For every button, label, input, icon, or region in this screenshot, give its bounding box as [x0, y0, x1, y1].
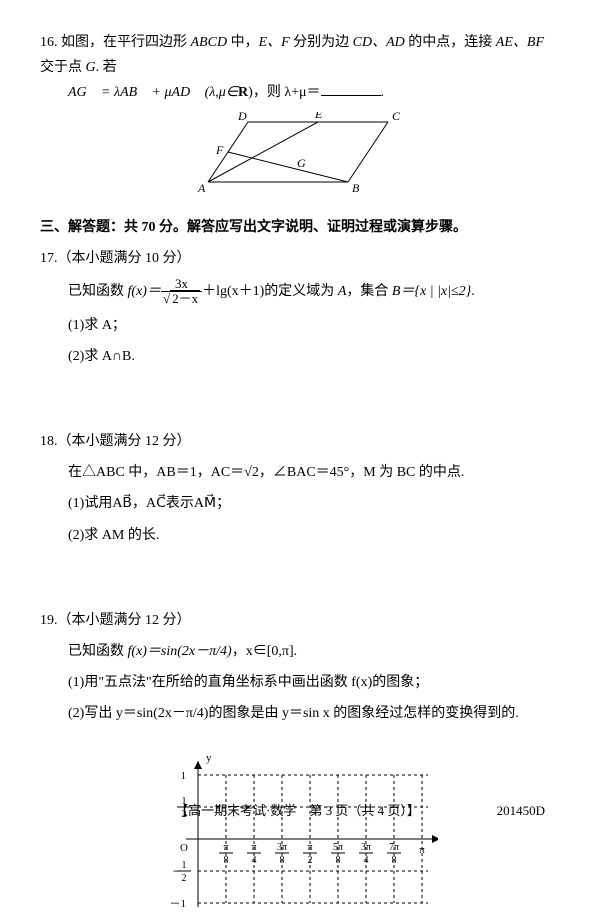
svg-text:C: C — [392, 112, 401, 123]
svg-text:2: 2 — [181, 873, 186, 884]
q17-p1: (1)求 A； — [40, 313, 555, 338]
q18-body: 在△ABC 中，AB＝1，AC＝√2，∠BAC＝45°，M 为 BC 的中点. — [40, 460, 555, 485]
question-17: 17.（本小题满分 10 分） 已知函数 f(x)＝3x√2－x＋lg(x＋1)… — [40, 246, 555, 369]
fraction: 3x√2－x — [161, 277, 202, 307]
svg-text:4: 4 — [251, 855, 256, 866]
svg-text:1: 1 — [181, 860, 186, 871]
q18-p1: (1)试用AB⃗，AC⃗表示AM⃗； — [40, 491, 555, 516]
svg-text:8: 8 — [335, 855, 340, 866]
fill-blank[interactable] — [321, 81, 381, 96]
svg-text:3π: 3π — [276, 842, 286, 853]
svg-text:D: D — [237, 112, 247, 123]
svg-text:F: F — [215, 143, 224, 157]
svg-text:π: π — [419, 844, 425, 856]
q19-num: 19. — [40, 613, 58, 628]
svg-text:8: 8 — [391, 855, 396, 866]
q19-body: 已知函数 f(x)＝sin(2x－π/4)，x∈[0,π]. — [40, 639, 555, 664]
q19-header: （本小题满分 12 分） — [58, 613, 191, 628]
svg-text:7π: 7π — [388, 842, 398, 853]
page-footer-code: 201450D — [497, 799, 545, 822]
svg-text:G: G — [297, 156, 306, 170]
q17-num: 17. — [40, 251, 58, 266]
svg-text:3π: 3π — [360, 842, 370, 853]
q18-p2: (2)求 AM 的长. — [40, 523, 555, 548]
parallelogram-diagram: A B C D E F G — [40, 112, 555, 201]
q17-p2: (2)求 A∩B. — [40, 344, 555, 369]
svg-text:1: 1 — [180, 770, 186, 782]
svg-text:π: π — [251, 842, 256, 853]
q19-p1: (1)用"五点法"在所给的直角坐标系中画出函数 f(x)的图象； — [40, 670, 555, 695]
section-3-title: 三、解答题：共 70 分。解答应写出文字说明、证明过程或演算步骤。 — [40, 215, 555, 240]
svg-text:5π: 5π — [332, 842, 342, 853]
coordinate-grid: 112O－12－1yxπ8π43π8π25π83π47π8π — [40, 737, 555, 916]
q17-body: 已知函数 f(x)＝3x√2－x＋lg(x＋1)的定义域为 A，集合 B＝{x … — [40, 277, 555, 307]
svg-text:π: π — [307, 842, 312, 853]
svg-text:2: 2 — [307, 855, 312, 866]
svg-text:8: 8 — [223, 855, 228, 866]
svg-text:π: π — [223, 842, 228, 853]
question-19: 19.（本小题满分 12 分） 已知函数 f(x)＝sin(2x－π/4)，x∈… — [40, 608, 555, 916]
question-16: 16. 如图，在平行四边形 ABCD 中，E、F 分别为边 CD、AD 的中点，… — [40, 30, 555, 201]
svg-text:A: A — [197, 181, 206, 192]
svg-text:y: y — [206, 752, 212, 764]
q19-p2: (2)写出 y＝sin(2x－π/4)的图象是由 y＝sin x 的图象经过怎样… — [40, 701, 555, 726]
q16-num: 16. — [40, 35, 58, 50]
svg-text:B: B — [352, 181, 360, 192]
q18-header: （本小题满分 12 分） — [58, 434, 191, 449]
q16-text: 如图，在平行四边形 ABCD 中，E、F 分别为边 CD、AD 的中点，连接 A… — [40, 35, 544, 75]
svg-text:8: 8 — [279, 855, 284, 866]
q17-header: （本小题满分 10 分） — [58, 251, 191, 266]
question-18: 18.（本小题满分 12 分） 在△ABC 中，AB＝1，AC＝√2，∠BAC＝… — [40, 429, 555, 548]
svg-text:－1: －1 — [169, 898, 186, 907]
svg-text:E: E — [314, 112, 323, 121]
svg-text:4: 4 — [363, 855, 368, 866]
svg-text:O: O — [180, 842, 188, 854]
q16-line2: AG⃗ = λAB⃗ + μAD⃗ (λ,μ∈R)，则 λ+μ＝. — [40, 80, 555, 105]
q18-num: 18. — [40, 434, 58, 449]
